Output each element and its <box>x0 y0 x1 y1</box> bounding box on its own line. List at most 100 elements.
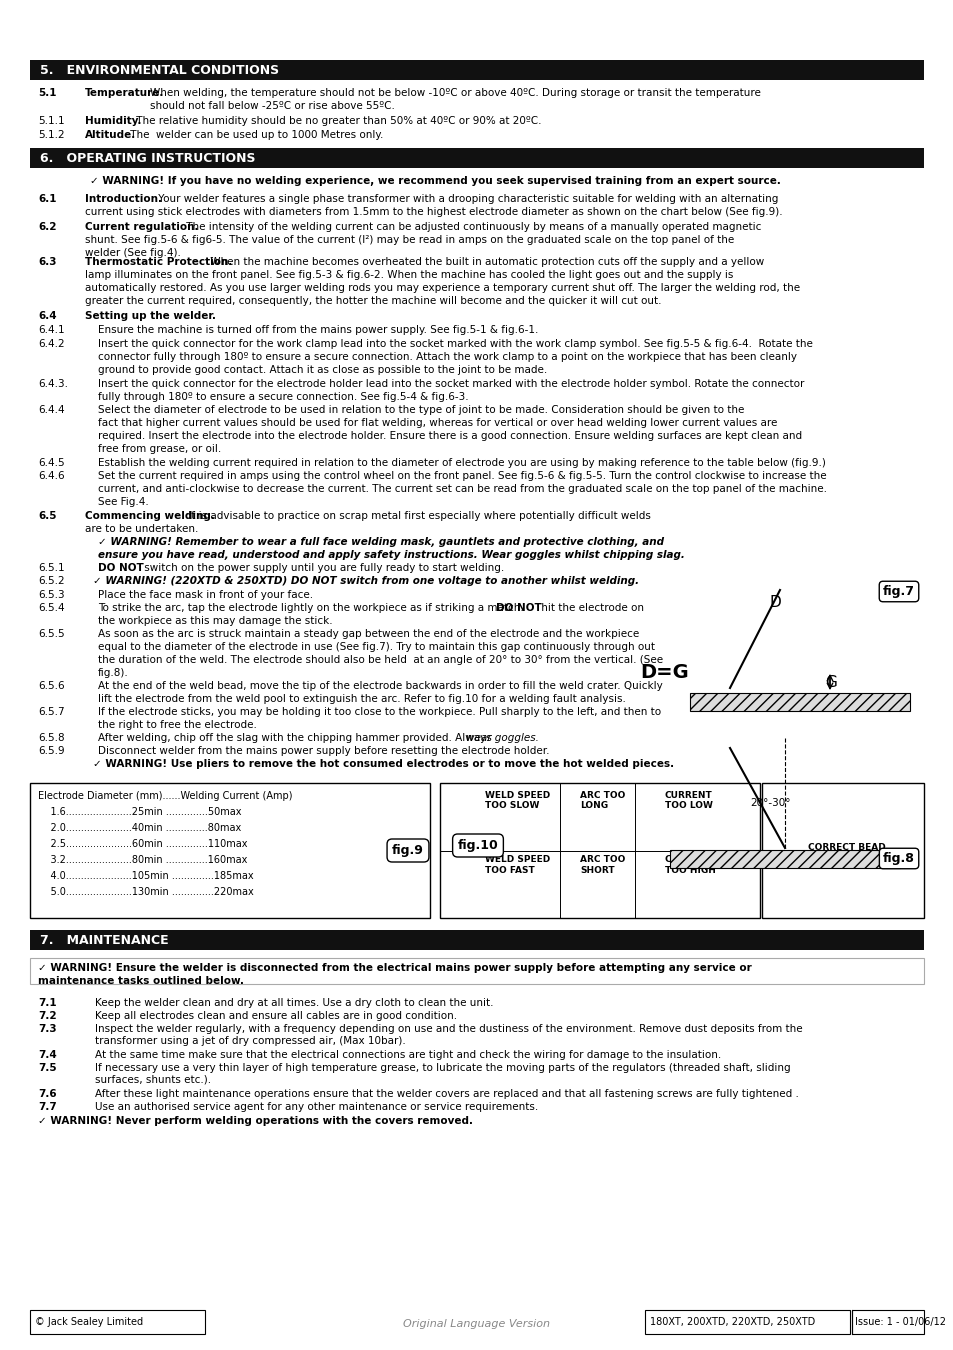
Text: 20°-30°: 20°-30° <box>749 798 790 809</box>
Text: 5.1: 5.1 <box>38 88 56 99</box>
Text: When the machine becomes overheated the built in automatic protection cuts off t: When the machine becomes overheated the … <box>207 256 763 267</box>
Text: Thermostatic Protection.: Thermostatic Protection. <box>85 256 233 267</box>
Text: After welding, chip off the slag with the chipping hammer provided. Always: After welding, chip off the slag with th… <box>98 733 495 743</box>
Text: When welding, the temperature should not be below -10ºC or above 40ºC. During st: When welding, the temperature should not… <box>150 88 760 99</box>
Text: equal to the diameter of the electrode in use (See fig.7). Try to maintain this : equal to the diameter of the electrode i… <box>98 643 655 652</box>
Text: 6.5.2: 6.5.2 <box>38 576 65 586</box>
Text: 6.4: 6.4 <box>38 310 56 321</box>
Text: 7.4: 7.4 <box>38 1050 56 1060</box>
Text: If the electrode sticks, you may be holding it too close to the workpiece. Pull : If the electrode sticks, you may be hold… <box>98 707 660 717</box>
Text: 6.5: 6.5 <box>38 512 56 521</box>
Text: Insert the quick connector for the work clamp lead into the socket marked with t: Insert the quick connector for the work … <box>98 339 812 350</box>
Text: fully through 180º to ensure a secure connection. See fig.5-4 & fig.6-3.: fully through 180º to ensure a secure co… <box>98 392 468 402</box>
Text: At the end of the weld bead, move the tip of the electrode backwards in order to: At the end of the weld bead, move the ti… <box>98 680 662 691</box>
Bar <box>761 783 923 918</box>
Text: current using stick electrodes with diameters from 1.5mm to the highest electrod: current using stick electrodes with diam… <box>85 207 781 217</box>
Text: Ensure the machine is turned off from the mains power supply. See fig.5-1 & fig.: Ensure the machine is turned off from th… <box>98 325 537 335</box>
Text: 6.2: 6.2 <box>38 221 56 232</box>
Text: 6.3: 6.3 <box>38 256 56 267</box>
Text: lamp illuminates on the front panel. See fig.5-3 & fig.6-2. When the machine has: lamp illuminates on the front panel. See… <box>85 270 733 279</box>
Text: fig.9: fig.9 <box>392 844 423 857</box>
Text: 4.0......................105min ..............185max: 4.0......................105min ........… <box>38 871 253 882</box>
Text: greater the current required, consequently, the hotter the machine will become a: greater the current required, consequent… <box>85 296 660 306</box>
Text: hit the electrode on: hit the electrode on <box>537 603 643 613</box>
Text: wear goggles.: wear goggles. <box>465 733 538 743</box>
Text: maintenance tasks outlined below.: maintenance tasks outlined below. <box>38 976 244 986</box>
Text: ✓ WARNING! Remember to wear a full face welding mask, gauntlets and protective c: ✓ WARNING! Remember to wear a full face … <box>98 537 663 547</box>
Text: 6.5.1: 6.5.1 <box>38 563 65 572</box>
Text: 7.2: 7.2 <box>38 1011 56 1021</box>
Text: 7.7: 7.7 <box>38 1102 56 1112</box>
Text: ✓ WARNING! Use pliers to remove the hot consumed electrodes or to move the hot w: ✓ WARNING! Use pliers to remove the hot … <box>92 759 674 769</box>
Text: Keep all electrodes clean and ensure all cables are in good condition.: Keep all electrodes clean and ensure all… <box>95 1011 456 1021</box>
Text: 3.2......................80min ..............160max: 3.2......................80min .........… <box>38 855 247 865</box>
Text: If necessary use a very thin layer of high temperature grease, to lubricate the : If necessary use a very thin layer of hi… <box>95 1062 790 1084</box>
Text: the workpiece as this may damage the stick.: the workpiece as this may damage the sti… <box>98 616 333 626</box>
Text: current, and anti-clockwise to decrease the current. The current set can be read: current, and anti-clockwise to decrease … <box>98 485 826 494</box>
Text: After these light maintenance operations ensure that the welder covers are repla: After these light maintenance operations… <box>95 1089 798 1099</box>
Text: Temperature.: Temperature. <box>85 88 164 99</box>
Text: the right to free the electrode.: the right to free the electrode. <box>98 720 256 730</box>
Text: 180XT, 200XTD, 220XTD, 250XTD: 180XT, 200XTD, 220XTD, 250XTD <box>649 1318 815 1327</box>
Text: 7.1: 7.1 <box>38 998 56 1008</box>
Text: required. Insert the electrode into the electrode holder. Ensure there is a good: required. Insert the electrode into the … <box>98 431 801 441</box>
Text: 6.5.7: 6.5.7 <box>38 707 65 717</box>
Text: To strike the arc, tap the electrode lightly on the workpiece as if striking a m: To strike the arc, tap the electrode lig… <box>98 603 526 613</box>
Text: 6.4.1: 6.4.1 <box>38 325 65 335</box>
Text: Establish the welding current required in relation to the diameter of electrode : Establish the welding current required i… <box>98 458 825 468</box>
Text: 6.4.5: 6.4.5 <box>38 458 65 468</box>
Text: 5.1.2: 5.1.2 <box>38 130 65 140</box>
Bar <box>851 1310 923 1334</box>
Text: are to be undertaken.: are to be undertaken. <box>85 524 198 535</box>
Text: WELD SPEED
TOO FAST: WELD SPEED TOO FAST <box>484 856 550 875</box>
Text: DO NOT: DO NOT <box>496 603 541 613</box>
Text: the duration of the weld. The electrode should also be held  at an angle of 20° : the duration of the weld. The electrode … <box>98 655 662 666</box>
Bar <box>30 59 923 80</box>
Text: Humidity.: Humidity. <box>85 116 141 126</box>
Text: At the same time make sure that the electrical connections are tight and check t: At the same time make sure that the elec… <box>95 1050 720 1060</box>
Text: lift the electrode from the weld pool to extinguish the arc. Refer to fig.10 for: lift the electrode from the weld pool to… <box>98 694 625 703</box>
Text: fig.8).: fig.8). <box>98 668 129 678</box>
Text: 6.4.4: 6.4.4 <box>38 405 65 414</box>
Text: ✓ WARNING! (220XTD & 250XTD) DO NOT switch from one voltage to another whilst we: ✓ WARNING! (220XTD & 250XTD) DO NOT swit… <box>92 576 639 586</box>
Text: fig.10: fig.10 <box>457 838 497 852</box>
Text: 7.6: 7.6 <box>38 1089 56 1099</box>
Text: Altitude.: Altitude. <box>85 130 136 140</box>
Text: ARC TOO
SHORT: ARC TOO SHORT <box>579 856 625 875</box>
Text: welder (See fig.4).: welder (See fig.4). <box>85 248 181 258</box>
Text: Your welder features a single phase transformer with a drooping characteristic s: Your welder features a single phase tran… <box>154 194 778 204</box>
Text: Set the current required in amps using the control wheel on the front panel. See: Set the current required in amps using t… <box>98 471 825 481</box>
Text: 6.5.6: 6.5.6 <box>38 680 65 691</box>
Text: connector fully through 180º to ensure a secure connection. Attach the work clam: connector fully through 180º to ensure a… <box>98 352 796 362</box>
Bar <box>30 1310 205 1334</box>
Text: WELD SPEED
TOO SLOW: WELD SPEED TOO SLOW <box>484 791 550 810</box>
Text: ensure you have read, understood and apply safety instructions. Wear goggles whi: ensure you have read, understood and app… <box>98 549 684 560</box>
Text: switch on the power supply until you are fully ready to start welding.: switch on the power supply until you are… <box>141 563 504 572</box>
Bar <box>30 783 430 918</box>
Text: Place the face mask in front of your face.: Place the face mask in front of your fac… <box>98 590 313 599</box>
Text: Use an authorised service agent for any other maintenance or service requirement: Use an authorised service agent for any … <box>95 1102 537 1112</box>
Text: Introduction.: Introduction. <box>85 194 162 204</box>
Text: The  welder can be used up to 1000 Metres only.: The welder can be used up to 1000 Metres… <box>127 130 383 140</box>
Bar <box>30 148 923 167</box>
Text: D: D <box>769 595 781 610</box>
Text: Electrode Diameter (mm)......Welding Current (Amp): Electrode Diameter (mm)......Welding Cur… <box>38 791 293 801</box>
Text: Disconnect welder from the mains power supply before resetting the electrode hol: Disconnect welder from the mains power s… <box>98 747 549 756</box>
Text: ✓ WARNING! Ensure the welder is disconnected from the electrical mains power sup: ✓ WARNING! Ensure the welder is disconne… <box>38 963 751 973</box>
Text: 6.5.5: 6.5.5 <box>38 629 65 639</box>
Bar <box>644 1310 849 1334</box>
Text: CURRENT
TOO LOW: CURRENT TOO LOW <box>664 791 712 810</box>
Text: Setting up the welder.: Setting up the welder. <box>85 310 215 321</box>
Text: fig.8: fig.8 <box>882 852 914 865</box>
Text: CURRENT
TOO HIGH: CURRENT TOO HIGH <box>664 856 715 875</box>
Text: ✓ WARNING! Never perform welding operations with the covers removed.: ✓ WARNING! Never perform welding operati… <box>38 1116 473 1126</box>
Text: ground to provide good contact. Attach it as close as possible to the joint to b: ground to provide good contact. Attach i… <box>98 364 547 375</box>
Text: Issue: 1 - 01/06/12: Issue: 1 - 01/06/12 <box>854 1318 945 1327</box>
Text: 6.5.9: 6.5.9 <box>38 747 65 756</box>
Text: Select the diameter of electrode to be used in relation to the type of joint to : Select the diameter of electrode to be u… <box>98 405 743 414</box>
Text: ARC TOO
LONG: ARC TOO LONG <box>579 791 625 810</box>
Text: Current regulation.: Current regulation. <box>85 221 198 232</box>
Text: fig.7: fig.7 <box>882 585 914 598</box>
Bar <box>689 693 909 711</box>
Text: 7.3: 7.3 <box>38 1025 56 1034</box>
